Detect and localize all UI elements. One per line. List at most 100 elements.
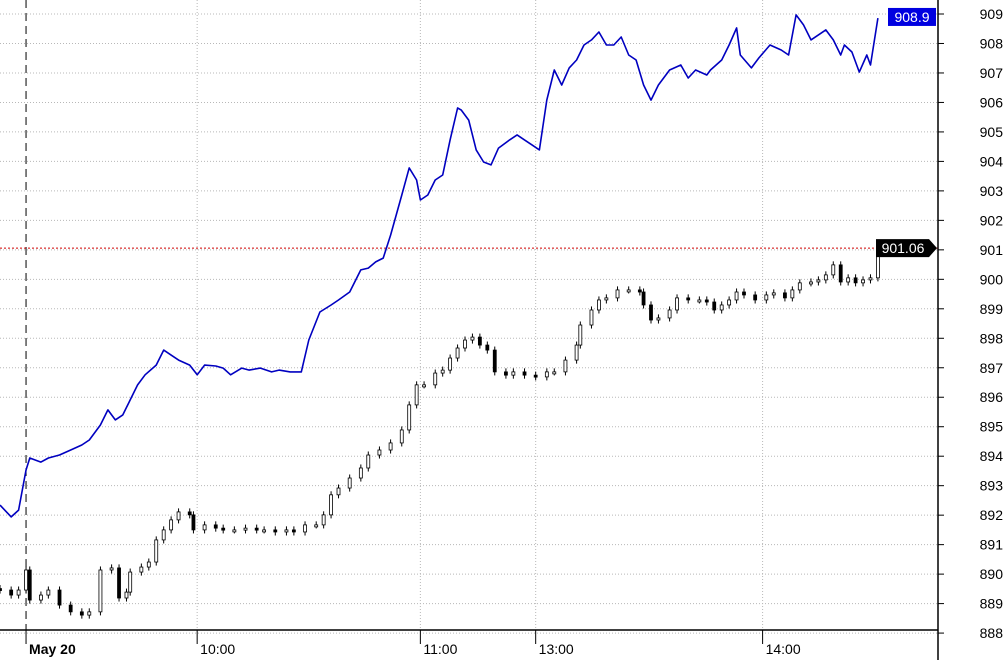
candle-body (176, 511, 181, 521)
candle-body (46, 589, 51, 596)
candle-body (809, 281, 813, 285)
y-tick-label: 899 (980, 301, 1004, 317)
candle-body (262, 529, 267, 533)
candle-body (161, 529, 166, 541)
candle-body (511, 371, 516, 376)
candle-body (868, 277, 873, 281)
candle-body (470, 336, 475, 341)
candle-body (68, 604, 73, 613)
candle-body (656, 317, 661, 321)
candle-body (366, 454, 371, 469)
candle-body (589, 309, 594, 326)
candle-body (604, 297, 609, 301)
candle-body (291, 529, 296, 533)
candle-body (626, 289, 631, 293)
candle-body (797, 282, 802, 291)
candle-body (440, 369, 445, 374)
candle-body (712, 301, 717, 311)
candle-body (117, 567, 121, 599)
y-tick-label: 908 (980, 35, 1004, 51)
candle-body (641, 291, 646, 306)
blue-line-series (0, 14, 879, 518)
candle-body (128, 571, 133, 593)
candle-body (753, 294, 758, 301)
y-tick-label: 892 (980, 507, 1004, 523)
candle-body (455, 347, 460, 359)
last-value-label: 901.06 (882, 240, 925, 256)
candle-body (24, 569, 28, 591)
y-tick-label: 900 (980, 271, 1004, 287)
y-tick-label: 909 (980, 6, 1004, 22)
candle-body (57, 589, 62, 606)
candle-body (783, 292, 787, 299)
candle-body (504, 371, 508, 376)
candle-body (574, 344, 579, 361)
candle-body (544, 371, 549, 378)
candle-body (254, 527, 259, 531)
candle-body (39, 594, 43, 601)
candle-body (816, 279, 821, 283)
x-tick-label: 13:00 (539, 641, 574, 657)
y-tick-label: 903 (980, 183, 1004, 199)
candle-body (704, 299, 709, 303)
y-tick-label: 902 (980, 212, 1004, 228)
candle-body (719, 304, 724, 311)
candle-body (823, 274, 828, 281)
x-tick-label: 11:00 (423, 641, 457, 657)
candle-body (667, 309, 672, 319)
grid (0, 0, 938, 634)
candle-body (686, 297, 691, 301)
candle-body (697, 299, 702, 303)
candle-body (273, 529, 278, 533)
candle-body (98, 569, 103, 613)
candle-body (448, 357, 453, 371)
candle-body (232, 529, 237, 533)
y-tick-label: 891 (980, 537, 1004, 553)
y-tick-label: 907 (980, 65, 1004, 81)
candle-body (463, 339, 467, 349)
candle-body (213, 524, 218, 529)
candle-body (303, 524, 307, 533)
candle-body (771, 292, 776, 296)
candle-body (433, 372, 438, 386)
candle-body (399, 429, 404, 444)
candle-body (347, 477, 352, 489)
candle-body (675, 297, 679, 311)
x-tick-label: May 20 (29, 641, 76, 657)
candle-body (578, 324, 583, 346)
price-labels: 908.9 901.06 (876, 7, 937, 258)
candle-body (485, 344, 490, 351)
x-tick-label: 14:00 (766, 641, 801, 657)
candle-body (861, 279, 865, 284)
candle-body (727, 299, 732, 306)
candle-body (522, 371, 527, 376)
y-tick-label: 889 (980, 596, 1004, 612)
candle-body (321, 514, 326, 526)
y-tick-label: 906 (980, 94, 1004, 110)
y-tick-label: 904 (980, 153, 1004, 169)
candle-body (191, 514, 196, 531)
candle-body (124, 591, 129, 599)
series-layer (0, 14, 880, 619)
candle-body (27, 569, 32, 601)
candle-body (358, 467, 363, 479)
candle-body (764, 294, 769, 301)
y-tick-label: 894 (980, 448, 1004, 464)
y-tick-label: 896 (980, 389, 1004, 405)
candle-body (314, 524, 319, 528)
candle-body (109, 567, 114, 571)
candle-body (597, 299, 601, 311)
candle-body (734, 291, 739, 301)
candle-body (563, 359, 568, 373)
candle-body (552, 371, 557, 375)
last-value-label: 908.9 (894, 9, 929, 25)
candle-body (329, 494, 333, 516)
candle-body (154, 539, 159, 563)
candle-body (790, 289, 795, 299)
candle-body (831, 264, 836, 276)
candle-body (477, 336, 482, 346)
y-tick-label: 888 (980, 625, 1004, 641)
candle-body (284, 529, 289, 533)
candle-body (243, 527, 248, 531)
